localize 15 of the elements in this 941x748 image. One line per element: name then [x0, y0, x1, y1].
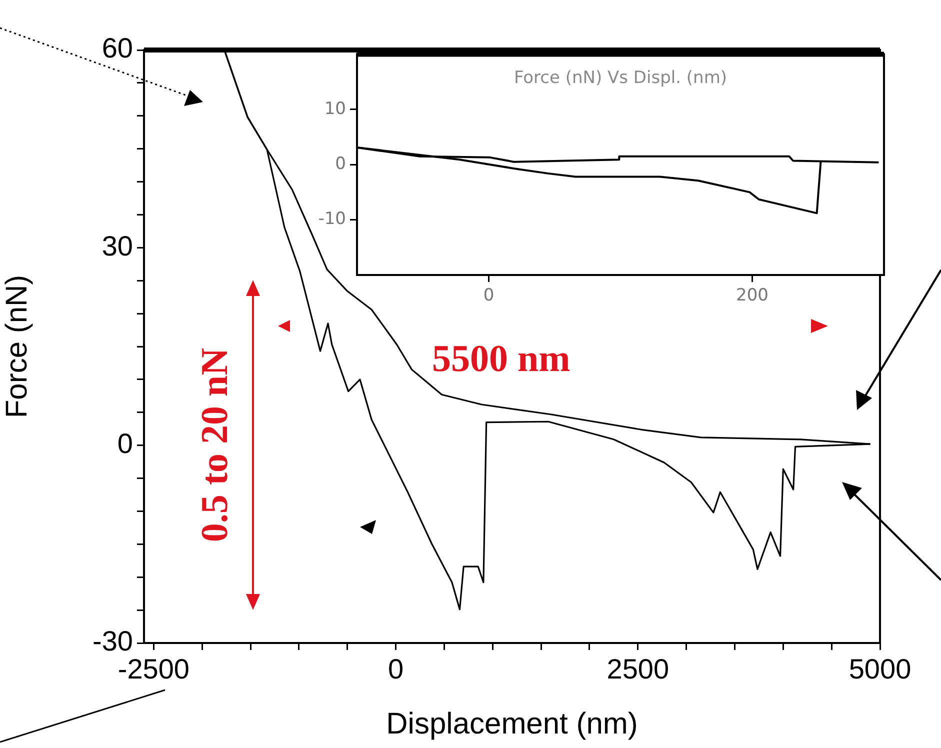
y-tick-label: -10: [318, 209, 346, 230]
annotation: 0.5 to 20 nN: [194, 348, 236, 542]
y-axis-title: Force (nN): [0, 274, 34, 418]
y-tick-label: 10: [324, 98, 346, 119]
y-tick-label: 30: [102, 230, 133, 262]
x-tick-label: 0: [388, 654, 404, 685]
text: Force (nN) Vs Displ. (nm): [514, 68, 728, 88]
x-tick-label: 2500: [606, 654, 670, 685]
y-tick-label: 60: [102, 32, 133, 64]
y-tick-label: 0: [117, 428, 133, 460]
y-tick-label: 0: [335, 154, 346, 174]
x-tick-label: 200: [736, 286, 768, 306]
x-axis-title: Displacement (nm): [386, 707, 638, 740]
x-tick-label: 5000: [848, 654, 912, 685]
annotation: 5500 nm: [432, 338, 570, 380]
